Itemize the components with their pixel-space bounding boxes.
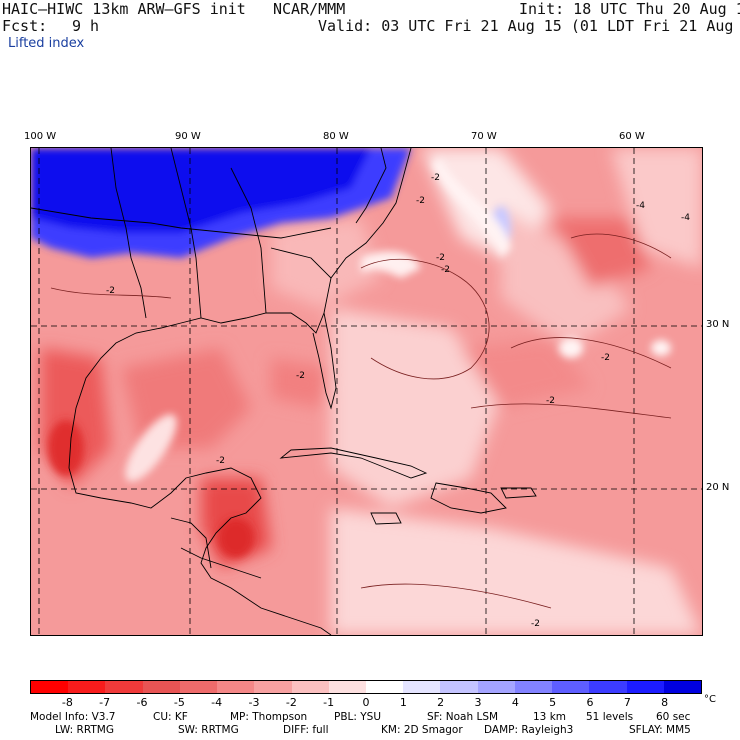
lon-label-60w: 60 W	[619, 131, 645, 142]
lon-label-90w: 90 W	[175, 131, 201, 142]
colorbar-tick-label: -2	[285, 696, 297, 709]
model-info-item: 60 sec	[656, 711, 691, 723]
colorbar-tick-label: 3	[474, 696, 482, 709]
colorbar-tick-label: 5	[549, 696, 557, 709]
contour-label: -2	[106, 286, 115, 296]
colorbar-swatch	[291, 681, 329, 693]
colorbar-tick-label: -3	[248, 696, 260, 709]
lon-label-100w: 100 W	[24, 131, 57, 142]
colorbar-tick-label: 0	[362, 696, 370, 709]
model-info-item: DAMP: Rayleigh3	[484, 724, 574, 736]
colorbar-swatch	[68, 681, 106, 693]
colorbar-tick-label: -6	[136, 696, 148, 709]
contour-label: -2	[436, 253, 445, 263]
lon-label-80w: 80 W	[323, 131, 349, 142]
colorbar-tick-label: -5	[173, 696, 185, 709]
model-info-item: CU: KF	[153, 711, 188, 723]
field-detail	[48, 158, 671, 558]
model-title: HAIC–HIWC 13km ARW–GFS init	[2, 0, 246, 18]
contour-label: -2	[546, 396, 555, 406]
lat-label-20n: 20 N	[706, 482, 730, 493]
field-name: Lifted index	[8, 36, 85, 51]
colorbar-tick-label: -8	[61, 696, 73, 709]
model-info-item: KM: 2D Smagor	[381, 724, 463, 736]
colorbar-swatch	[477, 681, 515, 693]
forecast-label: Fcst:	[2, 17, 48, 35]
contour-label: -2	[441, 265, 450, 275]
contour-label: -4	[681, 213, 690, 223]
colorbar	[30, 680, 702, 694]
colorbar-swatch	[440, 681, 478, 693]
model-info-item: SF: Noah LSM	[427, 711, 499, 723]
contour-label: -2	[216, 456, 225, 466]
lat-label-30n: 30 N	[706, 319, 730, 330]
colorbar-swatch	[105, 681, 143, 693]
valid-time: Valid: 03 UTC Fri 21 Aug 15 (01 LDT Fri …	[318, 17, 740, 35]
colorbar-swatch	[217, 681, 255, 693]
forecast-hour: 9 h	[72, 17, 100, 35]
colorbar-swatch	[589, 681, 627, 693]
colorbar-swatch	[626, 681, 664, 693]
colorbar-tick-label: 4	[511, 696, 519, 709]
colorbar-swatch	[663, 681, 701, 693]
colorbar-unit: °C	[704, 694, 716, 705]
colorbar-swatch	[254, 681, 292, 693]
model-info-item: SFLAY: MM5	[629, 724, 691, 736]
colorbar-swatch	[31, 681, 69, 693]
colorbar-swatch	[403, 681, 441, 693]
model-info-item: MP: Thompson	[230, 711, 308, 723]
coastlines	[31, 148, 537, 635]
graticule	[31, 148, 702, 635]
model-info-item: DIFF: full	[283, 724, 329, 736]
contour-label: -2	[601, 353, 610, 363]
colorbar-swatch	[328, 681, 366, 693]
contour-labels: -2 -2 -2 -2 -4 -4 -2 -2 -2 -2 -2 -2	[106, 173, 690, 629]
contour-label: -2	[531, 619, 540, 629]
lifted-index-map: -2 -2 -2 -2 -4 -4 -2 -2 -2 -2 -2 -2	[30, 147, 703, 636]
init-time: Init: 18 UTC Thu 20 Aug 15	[519, 0, 740, 18]
colorbar-tick-label: -7	[99, 696, 111, 709]
colorbar-tick-label: 8	[661, 696, 669, 709]
colorbar-swatch	[552, 681, 590, 693]
model-info-item: LW: RRTMG	[55, 724, 114, 736]
map-canvas: -2 -2 -2 -2 -4 -4 -2 -2 -2 -2 -2 -2	[31, 148, 702, 635]
model-info-item: 13 km	[533, 711, 567, 723]
model-info-item: 51 levels	[586, 711, 634, 723]
colorbar-swatch	[365, 681, 404, 693]
model-info-item: Model Info: V3.7	[30, 711, 116, 723]
contour-label: -2	[296, 371, 305, 381]
colorbar-tick-label: -1	[323, 696, 335, 709]
colorbar-tick-label: 7	[623, 696, 631, 709]
colorbar-swatch	[179, 681, 218, 693]
contours	[50, 233, 672, 609]
colorbar-tick-label: 1	[399, 696, 407, 709]
lon-label-70w: 70 W	[471, 131, 497, 142]
contour-label: -2	[431, 173, 440, 183]
colorbar-tick-label: 2	[437, 696, 445, 709]
organization-label: NCAR/MMM	[273, 0, 346, 18]
model-info-item: SW: RRTMG	[178, 724, 239, 736]
colorbar-swatch	[142, 681, 180, 693]
contour-label: -4	[636, 201, 645, 211]
contour-label: -2	[416, 196, 425, 206]
colorbar-tick-label: 6	[586, 696, 594, 709]
model-info-item: PBL: YSU	[334, 711, 382, 723]
colorbar-tick-label: -4	[211, 696, 223, 709]
colorbar-swatch	[514, 681, 553, 693]
